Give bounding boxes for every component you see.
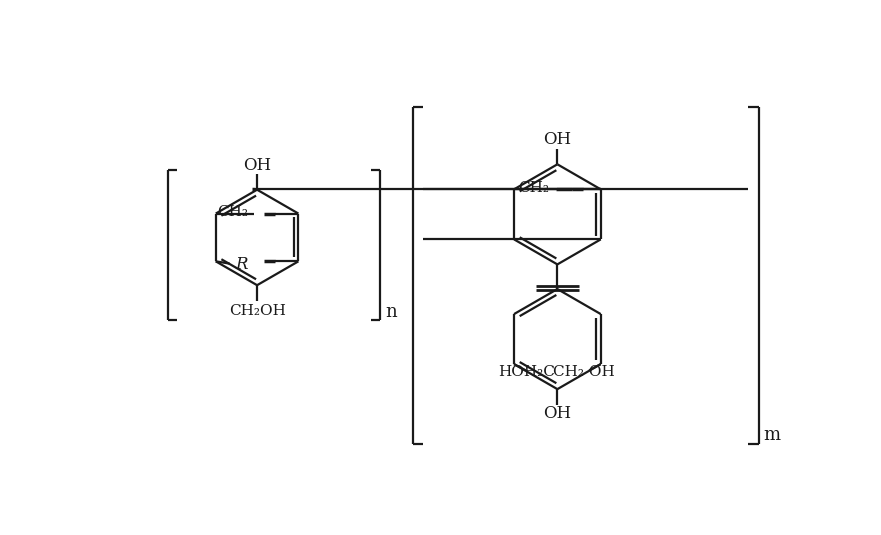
Text: n: n xyxy=(385,303,397,321)
Text: CH₂: CH₂ xyxy=(518,181,549,195)
Text: CH₂ OH: CH₂ OH xyxy=(552,365,614,379)
Text: HOH₂C: HOH₂C xyxy=(498,365,554,379)
Text: CH₂: CH₂ xyxy=(218,205,248,219)
Text: OH: OH xyxy=(243,157,271,173)
Text: R: R xyxy=(235,256,248,273)
Text: OH: OH xyxy=(544,406,572,422)
Text: CH₂OH: CH₂OH xyxy=(229,303,285,318)
Text: m: m xyxy=(763,425,780,444)
Text: OH: OH xyxy=(544,131,572,148)
